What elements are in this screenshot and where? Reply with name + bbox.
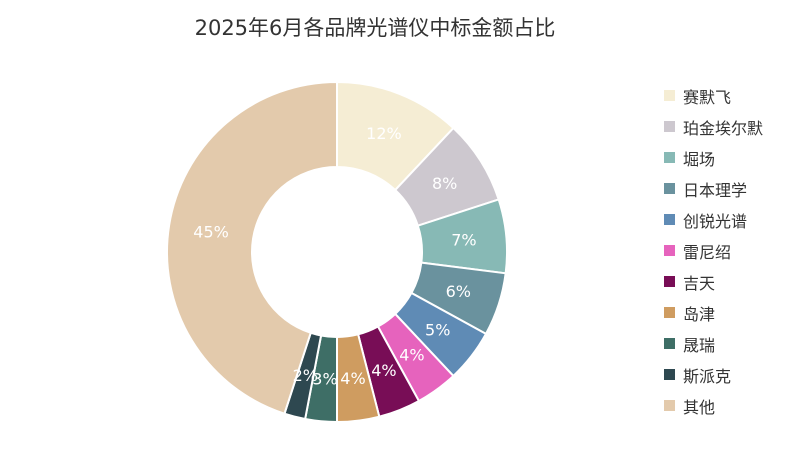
- legend-swatch: [664, 245, 675, 256]
- legend-label: 晟瑞: [683, 335, 716, 355]
- slice-label-雷尼绍: 4%: [399, 346, 424, 365]
- legend-swatch: [664, 400, 675, 411]
- legend-swatch: [664, 183, 675, 194]
- legend-swatch: [664, 276, 675, 287]
- legend-label: 吉天: [683, 273, 716, 293]
- legend-swatch: [664, 90, 675, 101]
- legend-label: 珀金埃尔默: [683, 118, 764, 138]
- legend-swatch: [664, 214, 675, 225]
- legend-item: 岛津: [664, 297, 763, 328]
- legend-swatch: [664, 369, 675, 380]
- legend-label: 赛默飞: [683, 87, 732, 107]
- legend-item: 珀金埃尔默: [664, 111, 763, 142]
- chart-title: 2025年6月各品牌光谱仪中标金额占比: [194, 16, 556, 40]
- legend-swatch: [664, 338, 675, 349]
- legend-swatch: [664, 307, 675, 318]
- slice-label-斯派克: 2%: [293, 366, 318, 385]
- legend-item: 堀场: [664, 142, 763, 173]
- legend-label: 日本理学: [683, 180, 748, 200]
- slice-label-其他: 45%: [193, 223, 229, 242]
- legend-label: 雷尼绍: [683, 242, 732, 262]
- legend-item: 创锐光谱: [664, 204, 763, 235]
- legend-label: 其他: [683, 397, 716, 417]
- legend-label: 堀场: [683, 149, 716, 169]
- slice-label-吉天: 4%: [371, 361, 396, 380]
- legend: 赛默飞珀金埃尔默堀场日本理学创锐光谱雷尼绍吉天岛津晟瑞斯派克其他: [664, 80, 763, 421]
- legend-item: 吉天: [664, 266, 763, 297]
- legend-item: 赛默飞: [664, 80, 763, 111]
- slice-label-日本理学: 6%: [446, 282, 471, 301]
- legend-item: 晟瑞: [664, 328, 763, 359]
- slice-label-岛津: 4%: [340, 369, 365, 388]
- slice-label-堀场: 7%: [451, 231, 476, 250]
- legend-item: 雷尼绍: [664, 235, 763, 266]
- slice-label-赛默飞: 12%: [366, 124, 402, 143]
- slice-label-珀金埃尔默: 8%: [432, 174, 457, 193]
- legend-swatch: [664, 121, 675, 132]
- legend-label: 斯派克: [683, 366, 732, 386]
- legend-swatch: [664, 152, 675, 163]
- slice-其他: [165, 80, 338, 415]
- legend-label: 岛津: [683, 304, 716, 324]
- slice-label-创锐光谱: 5%: [425, 321, 450, 340]
- legend-label: 创锐光谱: [683, 211, 748, 231]
- legend-item: 斯派克: [664, 359, 763, 390]
- slice-label-晟瑞: 3%: [312, 369, 337, 388]
- slice-labels-group: 12%8%7%6%5%4%4%4%3%2%45%: [193, 124, 476, 388]
- slices-group: [165, 80, 508, 424]
- legend-item: 日本理学: [664, 173, 763, 204]
- legend-item: 其他: [664, 390, 763, 421]
